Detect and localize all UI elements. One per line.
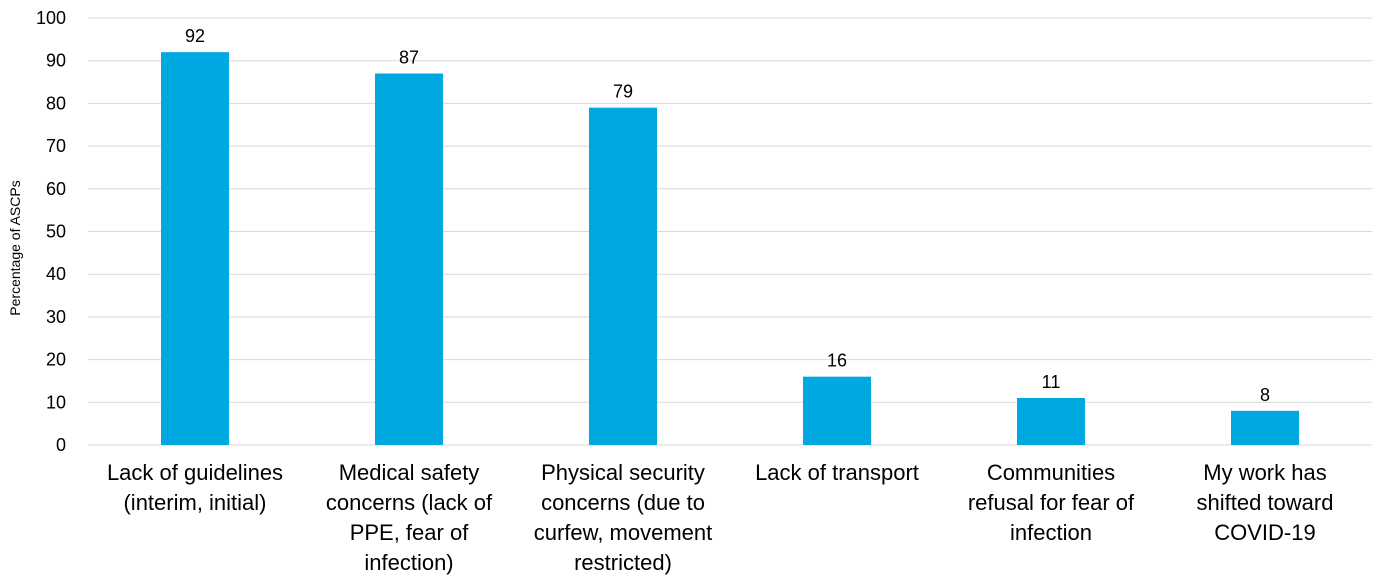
x-category-label: Lack of transport [755, 460, 919, 485]
x-category-label: My work has shifted toward COVID-19 [1197, 460, 1334, 545]
y-tick-label: 0 [56, 435, 66, 455]
y-tick-label: 80 [46, 93, 66, 113]
data-label: 79 [613, 82, 633, 102]
data-label: 16 [827, 351, 847, 371]
y-tick-label: 50 [46, 222, 66, 242]
y-tick-label: 70 [46, 136, 66, 156]
bar [589, 107, 657, 446]
y-tick-label: 20 [46, 350, 66, 370]
x-axis-categories: Lack of guidelines (interim, initial) Medi… [107, 460, 1334, 575]
y-tick-label: 60 [46, 179, 66, 199]
x-category-label: Medical safety concerns (lack of PPE, fear… [326, 460, 493, 575]
gridlines [88, 17, 1372, 446]
x-category-label: Communities refusal for fear of infection [968, 460, 1135, 545]
x-category-label: Lack of guidelines (interim, initial) [107, 460, 283, 515]
data-label: 8 [1260, 385, 1270, 405]
bar [161, 52, 229, 445]
y-tick-label: 90 [46, 51, 66, 71]
y-tick-label: 10 [46, 392, 66, 412]
y-axis-ticks: 0 10 20 30 40 50 60 70 80 90 100 [36, 8, 66, 455]
bar [375, 73, 443, 445]
y-axis-title: Percentage of ASCPs [7, 180, 23, 315]
x-category-label: Physical security concerns (due to curfew,… [534, 460, 713, 575]
y-tick-label: 30 [46, 307, 66, 327]
bar [803, 376, 871, 445]
y-tick-label: 100 [36, 8, 66, 28]
data-label: 92 [185, 26, 205, 46]
data-label: 11 [1042, 372, 1061, 392]
bars: 92 87 79 16 11 8 [161, 26, 1299, 446]
bar [1231, 410, 1299, 445]
data-label: 87 [399, 48, 419, 68]
y-tick-label: 40 [46, 264, 66, 284]
bar [1017, 398, 1085, 445]
